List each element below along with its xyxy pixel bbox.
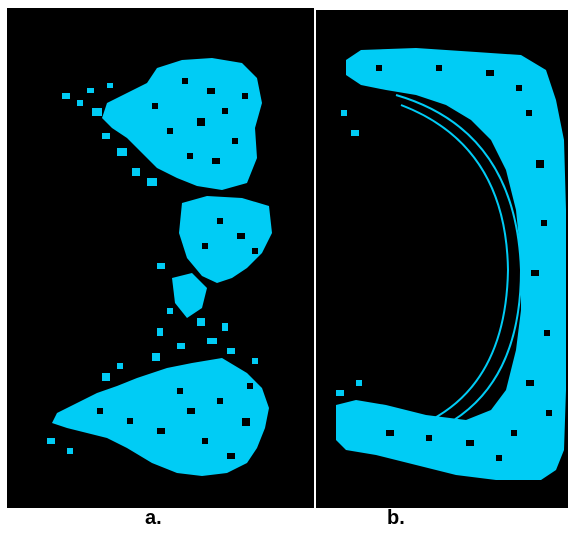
panel-a-caption: a. — [145, 507, 162, 529]
segmentation-map-b — [316, 10, 568, 508]
panel-b-image — [316, 10, 568, 508]
panel-b-caption: b. — [387, 507, 405, 529]
panel-a-image — [7, 8, 314, 508]
segmentation-map-a — [7, 8, 314, 508]
